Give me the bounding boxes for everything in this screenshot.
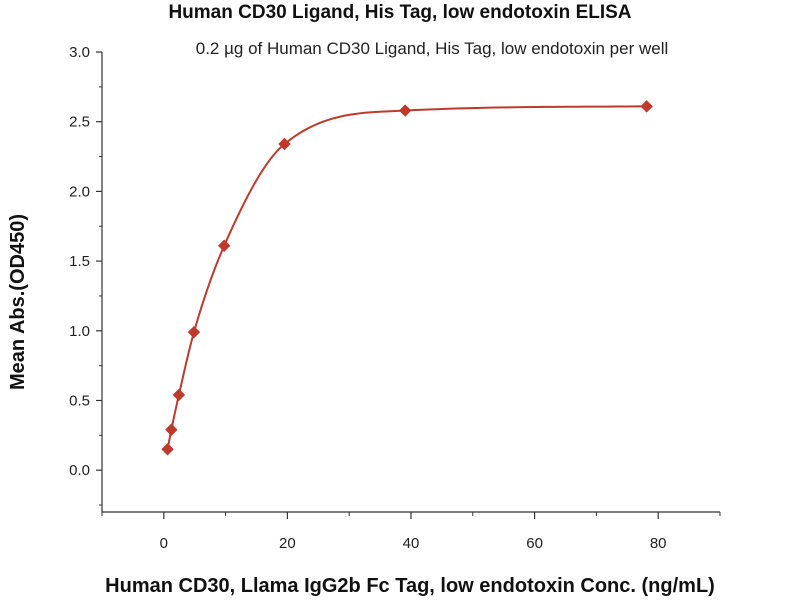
data-point [161,443,174,456]
y-tick-label: 0.0 [69,462,90,479]
axes [96,51,721,519]
fit-curve [166,105,647,450]
y-tick-label: 2.0 [69,183,90,200]
chart-title: Human CD30 Ligand, His Tag, low endotoxi… [168,2,632,23]
data-point [172,388,186,402]
data-points-layer [161,100,653,456]
y-tick-label: 1.5 [69,253,90,270]
y-tick-label: 0.5 [69,392,90,409]
y-tick-label: 3.0 [69,44,90,61]
data-point [165,423,178,436]
x-tick-label: 40 [403,535,420,552]
fit-curve-layer [166,105,647,450]
data-point [217,239,231,252]
x-tick-label: 0 [160,535,168,552]
x-tick-label: 60 [526,535,543,552]
tick-labels-layer: 0.0 0.5 1.0 1.5 2.0 2.5 3.0 0 20 40 60 80 [69,44,666,552]
data-point [398,104,412,117]
data-point [640,100,653,113]
data-point [187,325,201,339]
x-tick-label: 20 [279,535,296,552]
data-point [278,137,291,151]
y-tick-label: 1.0 [69,323,90,340]
y-axis-label: Mean Abs.(OD450) [7,214,29,390]
y-tick-label: 2.5 [69,114,90,131]
chart-subtitle: 0.2 µg of Human CD30 Ligand, His Tag, lo… [196,39,669,58]
x-axis-label: Human CD30, Llama IgG2b Fc Tag, low endo… [105,575,715,597]
x-tick-label: 80 [650,535,667,552]
